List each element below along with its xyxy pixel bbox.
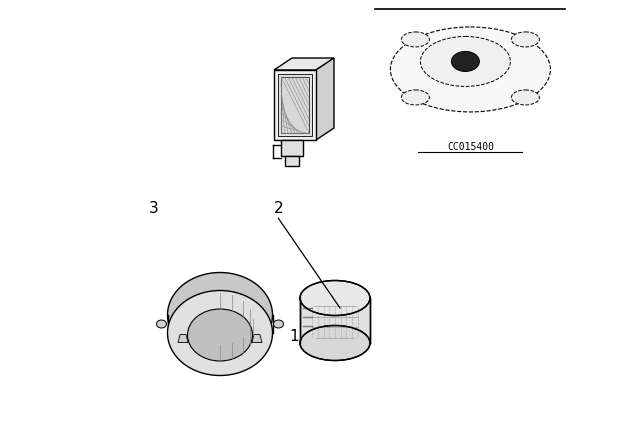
Polygon shape	[274, 58, 334, 70]
Ellipse shape	[168, 272, 273, 358]
Ellipse shape	[300, 326, 370, 361]
Polygon shape	[178, 335, 188, 343]
Text: 3: 3	[148, 201, 159, 216]
Polygon shape	[252, 335, 262, 343]
Text: CC015400: CC015400	[447, 142, 494, 152]
Ellipse shape	[511, 32, 540, 47]
Polygon shape	[281, 140, 303, 156]
Ellipse shape	[273, 320, 284, 328]
Ellipse shape	[168, 290, 273, 375]
Ellipse shape	[188, 293, 253, 345]
Polygon shape	[274, 70, 316, 140]
Ellipse shape	[390, 27, 550, 112]
Ellipse shape	[511, 90, 540, 105]
Ellipse shape	[401, 32, 429, 47]
Polygon shape	[316, 58, 334, 140]
Ellipse shape	[420, 36, 511, 86]
Polygon shape	[300, 298, 370, 343]
Ellipse shape	[188, 309, 253, 361]
Polygon shape	[285, 156, 299, 166]
Ellipse shape	[157, 320, 166, 328]
Ellipse shape	[300, 280, 370, 315]
Text: 1: 1	[289, 328, 300, 344]
Text: 2: 2	[273, 201, 284, 216]
Polygon shape	[281, 77, 309, 133]
Ellipse shape	[451, 52, 479, 71]
Polygon shape	[278, 74, 312, 136]
Ellipse shape	[401, 90, 429, 105]
